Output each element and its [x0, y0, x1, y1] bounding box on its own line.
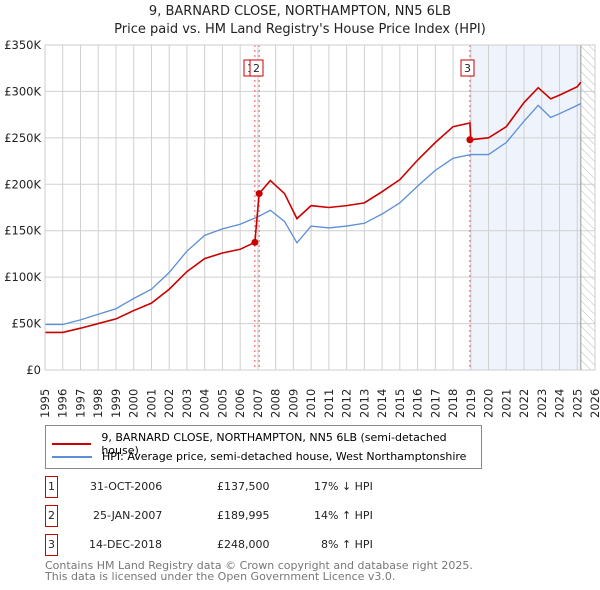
x-tick-label: 1999	[109, 389, 123, 418]
series-line	[45, 81, 582, 334]
x-tick-label: 2026	[588, 389, 600, 418]
sale-point	[255, 190, 263, 198]
marker-badge: 2	[45, 505, 58, 527]
sale-badge-label: 3	[464, 62, 471, 75]
x-tick-label: 2005	[215, 389, 229, 418]
x-tick-label: 2007	[251, 389, 265, 418]
sale-badge-label: 2	[253, 62, 260, 75]
x-tick-label: 2010	[304, 389, 318, 418]
price-chart: 1995 1996 1997 1998 1999 2000 2001 2002 2003 2004…	[4, 38, 600, 418]
x-tick-label: 2015	[393, 389, 407, 418]
x-tick-label: 2000	[127, 389, 141, 418]
x-tick-label: 2021	[499, 389, 513, 418]
transaction-price: £137,500	[217, 480, 270, 493]
chart-title: 9, BARNARD CLOSE, NORTHAMPTON, NN5 6LB	[148, 4, 452, 19]
y-tick-label: £50K	[12, 317, 42, 331]
sale-point	[466, 136, 474, 144]
chart-subtitle: Price paid vs. HM Land Registry's House …	[114, 22, 486, 37]
sale-point	[251, 238, 259, 246]
x-tick-label: 1996	[56, 389, 70, 418]
x-tick-label: 2003	[180, 389, 194, 418]
x-tick-label: 2012	[340, 389, 354, 418]
marker-badge: 1	[45, 476, 58, 498]
plot-frame	[44, 44, 596, 371]
x-tick-label: 2016	[411, 389, 425, 418]
forecast-hatch	[580, 45, 595, 370]
y-tick-label: £100K	[4, 270, 41, 284]
y-tick-label: £150K	[4, 224, 41, 238]
transaction-price: £189,995	[217, 509, 270, 522]
x-tick-label: 2019	[464, 389, 478, 418]
x-tick-label: 2008	[269, 389, 283, 418]
x-tick-label: 2022	[517, 389, 531, 418]
footer-line: This data is licensed under the Open Gov…	[45, 570, 396, 583]
legend-hpi: HPI: Average price, semi-detached house,…	[102, 450, 467, 463]
x-tick-label: 1998	[91, 389, 105, 418]
marker-badge: 3	[45, 534, 58, 556]
transaction-hpi: 17% ↓ HPI	[314, 480, 373, 493]
sale-badge	[460, 59, 475, 77]
transaction-hpi: 8% ↑ HPI	[321, 538, 373, 551]
x-tick-label: 2014	[375, 389, 389, 418]
transaction-hpi: 14% ↑ HPI	[314, 509, 373, 522]
footer: Contains HM Land Registry data © Crown c…	[45, 560, 473, 582]
transaction-date: 25-JAN-2007	[93, 509, 163, 522]
legend-blue-line	[52, 455, 92, 458]
legend-red-line	[52, 443, 92, 445]
sale-badge	[249, 59, 264, 77]
y-tick-label: £200K	[4, 177, 41, 191]
y-tick-label: £350K	[4, 38, 41, 52]
x-tick-label: 1995	[38, 389, 52, 418]
transaction-price: £248,000	[217, 538, 270, 551]
legend-property: 9, BARNARD CLOSE, NORTHAMPTON, NN5 6LB (…	[101, 431, 447, 457]
y-tick-label: £250K	[4, 131, 41, 145]
x-tick-label: 2020	[482, 389, 496, 418]
x-tick-label: 2023	[535, 389, 549, 418]
x-tick-label: 2001	[144, 389, 158, 418]
y-tick-label: £0	[26, 363, 41, 377]
x-tick-label: 2017	[428, 389, 442, 418]
x-tick-label: 2025	[570, 389, 584, 418]
y-tick-label: £300K	[4, 84, 41, 98]
x-tick-label: 1997	[73, 389, 87, 418]
series-line	[45, 102, 582, 326]
x-tick-label: 2011	[322, 389, 336, 418]
transaction-date: 14-DEC-2018	[89, 538, 163, 551]
legend: 9, BARNARD CLOSE, NORTHAMPTON, NN5 6LB (…	[45, 425, 482, 469]
transaction-date: 31-OCT-2006	[90, 480, 163, 493]
x-tick-label: 2009	[286, 389, 300, 418]
x-tick-label: 2006	[233, 389, 247, 418]
x-tick-label: 2013	[357, 389, 371, 418]
x-tick-label: 2004	[198, 389, 212, 418]
x-tick-label: 2018	[446, 389, 460, 418]
x-tick-label: 2002	[162, 389, 176, 418]
x-tick-label: 2024	[553, 389, 567, 418]
footer-line: Contains HM Land Registry data © Crown c…	[45, 559, 473, 572]
